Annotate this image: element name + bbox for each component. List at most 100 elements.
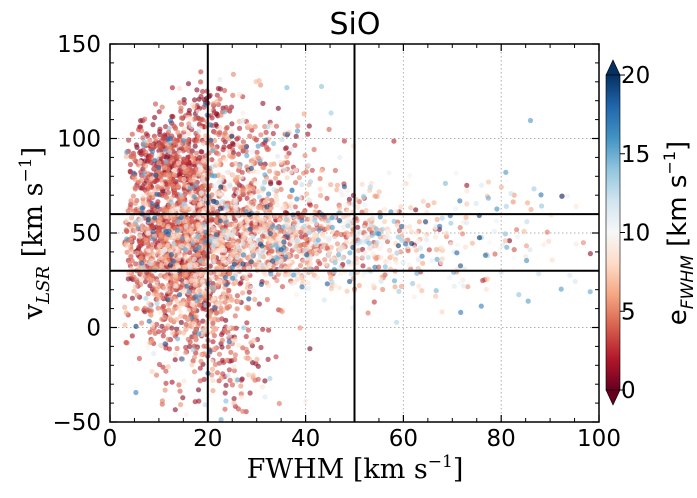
data-point xyxy=(411,294,417,300)
data-point xyxy=(138,251,145,257)
data-point xyxy=(187,185,193,191)
data-point xyxy=(197,378,203,384)
data-point xyxy=(156,152,162,158)
data-point xyxy=(296,175,302,181)
data-point xyxy=(151,327,157,333)
data-point xyxy=(476,235,482,241)
data-point xyxy=(157,309,163,315)
data-point xyxy=(276,400,282,407)
data-point xyxy=(240,187,246,193)
data-point xyxy=(326,253,332,259)
data-point xyxy=(183,145,189,151)
colorbar-extend-max xyxy=(605,59,621,76)
data-point xyxy=(334,182,340,188)
data-point xyxy=(223,203,230,209)
data-point xyxy=(201,222,207,228)
data-point xyxy=(177,292,183,298)
data-point xyxy=(263,137,269,143)
data-point xyxy=(297,325,303,331)
data-point xyxy=(523,254,529,260)
data-point xyxy=(197,167,204,173)
data-point xyxy=(398,204,404,210)
data-point xyxy=(525,298,531,304)
data-point xyxy=(224,357,230,363)
data-point xyxy=(243,209,249,215)
data-point xyxy=(197,292,203,298)
data-point xyxy=(224,282,230,288)
data-point xyxy=(457,198,463,204)
data-point xyxy=(260,326,266,332)
data-point xyxy=(293,167,299,173)
data-point xyxy=(218,265,224,271)
data-point xyxy=(230,141,237,148)
data-point xyxy=(178,121,185,127)
data-point xyxy=(246,199,252,205)
data-point xyxy=(260,141,266,147)
data-point xyxy=(173,125,179,132)
data-point xyxy=(241,325,247,331)
data-point xyxy=(210,296,217,302)
data-point xyxy=(163,380,169,386)
data-point xyxy=(295,123,301,129)
data-point xyxy=(254,356,260,362)
data-point xyxy=(159,323,165,329)
data-point xyxy=(191,256,197,262)
data-point xyxy=(198,149,204,155)
data-point xyxy=(379,239,385,245)
data-point xyxy=(434,256,440,262)
data-point xyxy=(362,250,368,256)
y-tick-label: 0 xyxy=(86,316,101,342)
data-point xyxy=(222,157,228,163)
data-point xyxy=(500,242,506,248)
data-point xyxy=(357,229,363,235)
data-point xyxy=(288,206,294,212)
data-point xyxy=(146,318,152,324)
data-point xyxy=(189,205,196,211)
data-point xyxy=(187,197,193,203)
data-point xyxy=(145,248,152,254)
data-point xyxy=(240,252,246,258)
data-point xyxy=(160,135,167,141)
data-point xyxy=(249,149,255,155)
data-point xyxy=(140,226,146,232)
data-point xyxy=(156,220,162,226)
data-point xyxy=(219,337,225,343)
data-point xyxy=(307,202,313,208)
data-point xyxy=(133,389,139,396)
data-point xyxy=(214,99,220,105)
data-point xyxy=(288,146,294,153)
data-point xyxy=(165,242,171,249)
data-point xyxy=(129,208,135,214)
data-point xyxy=(438,260,445,266)
data-point xyxy=(373,226,379,232)
data-point xyxy=(454,242,461,248)
data-point xyxy=(217,206,223,212)
data-point xyxy=(326,126,332,132)
data-point xyxy=(218,177,225,183)
data-point xyxy=(263,129,269,135)
data-point xyxy=(193,150,200,156)
data-point xyxy=(145,230,152,236)
data-point xyxy=(196,128,202,134)
data-point xyxy=(150,224,156,230)
data-point xyxy=(426,247,432,253)
data-point xyxy=(247,356,253,362)
data-point xyxy=(181,201,187,207)
data-point xyxy=(271,140,277,147)
data-point xyxy=(190,241,196,247)
data-point xyxy=(249,285,255,291)
data-point xyxy=(210,259,216,265)
data-point xyxy=(419,288,425,294)
data-point xyxy=(200,328,206,334)
data-point xyxy=(125,208,131,214)
data-point xyxy=(382,235,388,241)
data-point xyxy=(157,174,164,180)
data-point xyxy=(234,255,240,261)
data-point xyxy=(433,293,439,299)
data-point xyxy=(251,337,257,343)
data-point xyxy=(237,281,243,287)
data-point xyxy=(329,279,335,285)
data-point xyxy=(328,286,334,292)
data-point xyxy=(189,278,195,284)
colorbar: 0 5 10 15 20 eFWHM [km s−1] xyxy=(605,59,697,406)
